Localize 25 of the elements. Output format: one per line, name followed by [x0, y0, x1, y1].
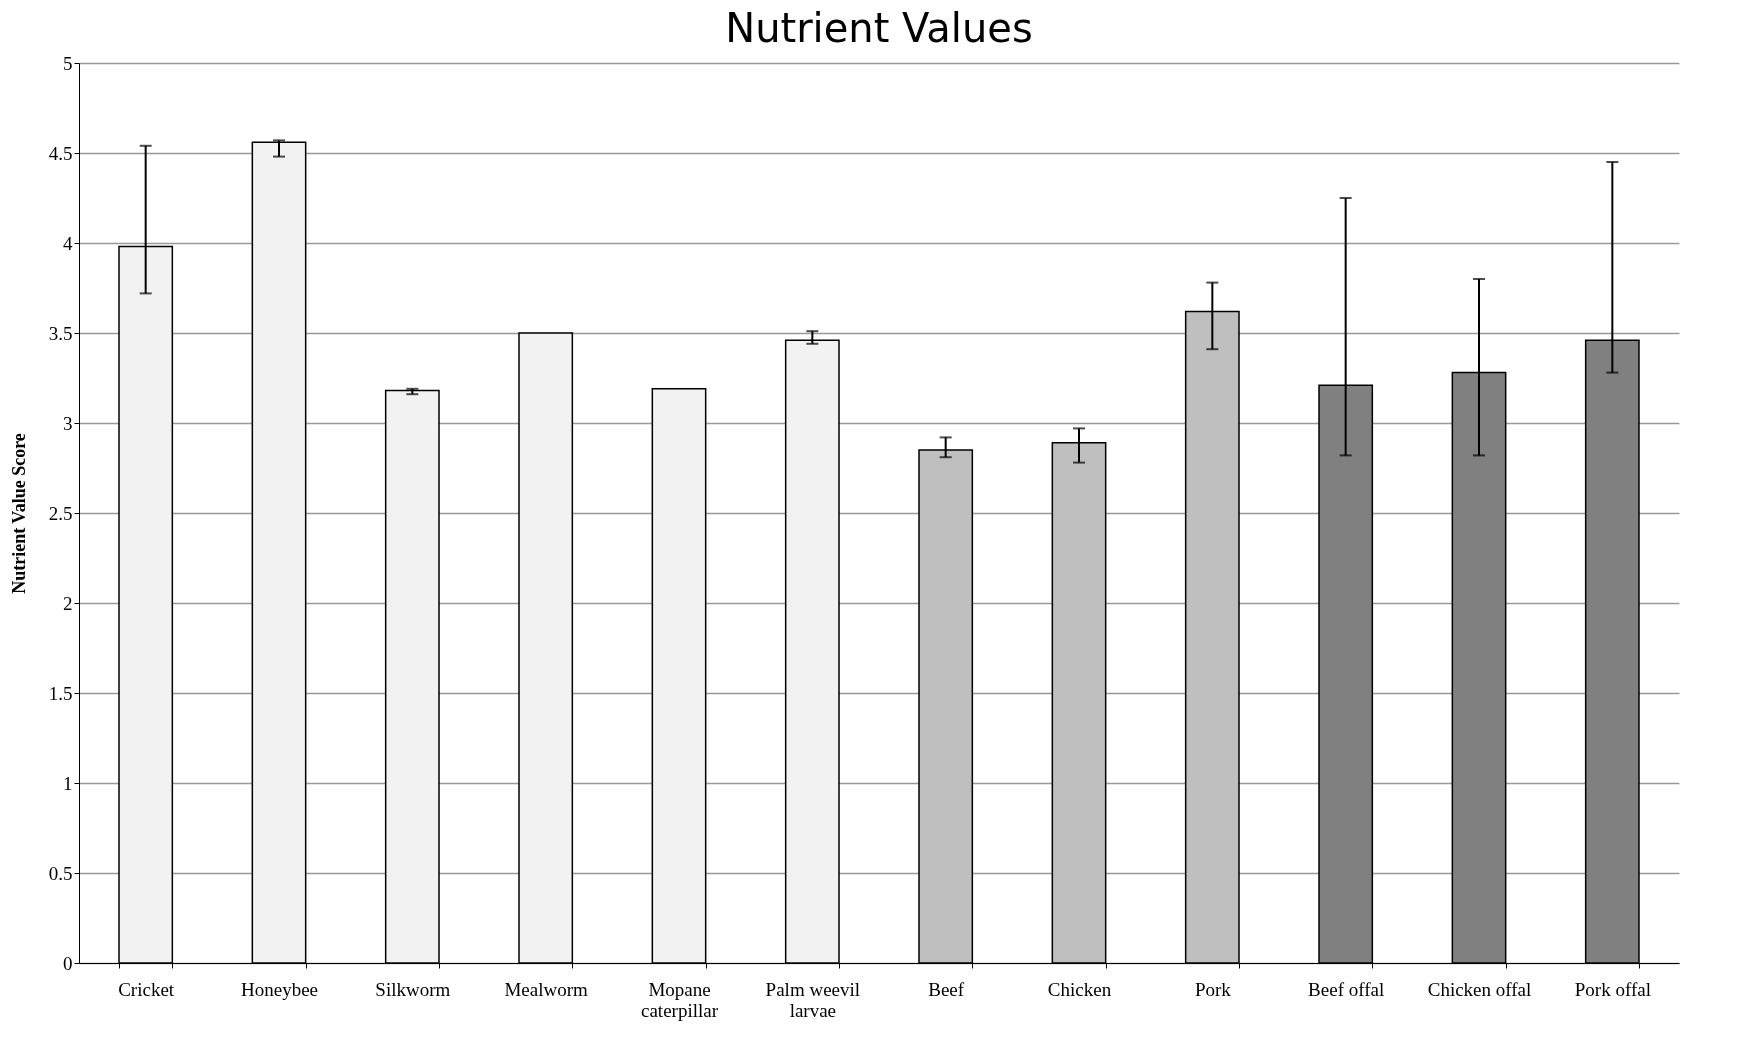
x-tick-label: Beef: [928, 978, 965, 1000]
x-tick-label: Cricket: [118, 978, 175, 1000]
y-tick-label: 4.5: [48, 142, 73, 164]
x-tick-label: Beef offal: [1308, 978, 1385, 1000]
x-tick-label: Chicken offal: [1427, 978, 1532, 1000]
y-tick-label: 4: [63, 232, 73, 254]
x-tick-label: Chicken: [1047, 978, 1112, 1000]
chart-title: Nutrient Values: [725, 5, 1033, 51]
x-tick-label: Silkworm: [375, 978, 451, 1000]
x-tick-label: Mealworm: [504, 978, 589, 1000]
x-tick-label: Mopane caterpillar: [640, 978, 719, 1021]
x-tick-label: Palm weevil larvae: [765, 978, 861, 1021]
x-tick-label: Honeybee: [240, 978, 319, 1000]
y-tick-label: 2: [63, 592, 73, 614]
y-tick-label: 1: [63, 772, 73, 794]
y-tick-label: 1.5: [48, 682, 73, 704]
y-tick-label: 2.5: [48, 502, 73, 524]
y-tick-label: 5: [63, 52, 73, 74]
y-tick-label: 3: [63, 412, 73, 434]
y-tick-label: 3.5: [48, 322, 73, 344]
x-tick-label: Pork offal: [1574, 978, 1651, 1000]
y-tick-label: 0: [63, 952, 73, 974]
x-tick-label: Pork: [1194, 978, 1232, 1000]
y-axis-title: Nutrient Value Score: [8, 433, 29, 594]
y-tick-label: 0.5: [48, 862, 73, 884]
